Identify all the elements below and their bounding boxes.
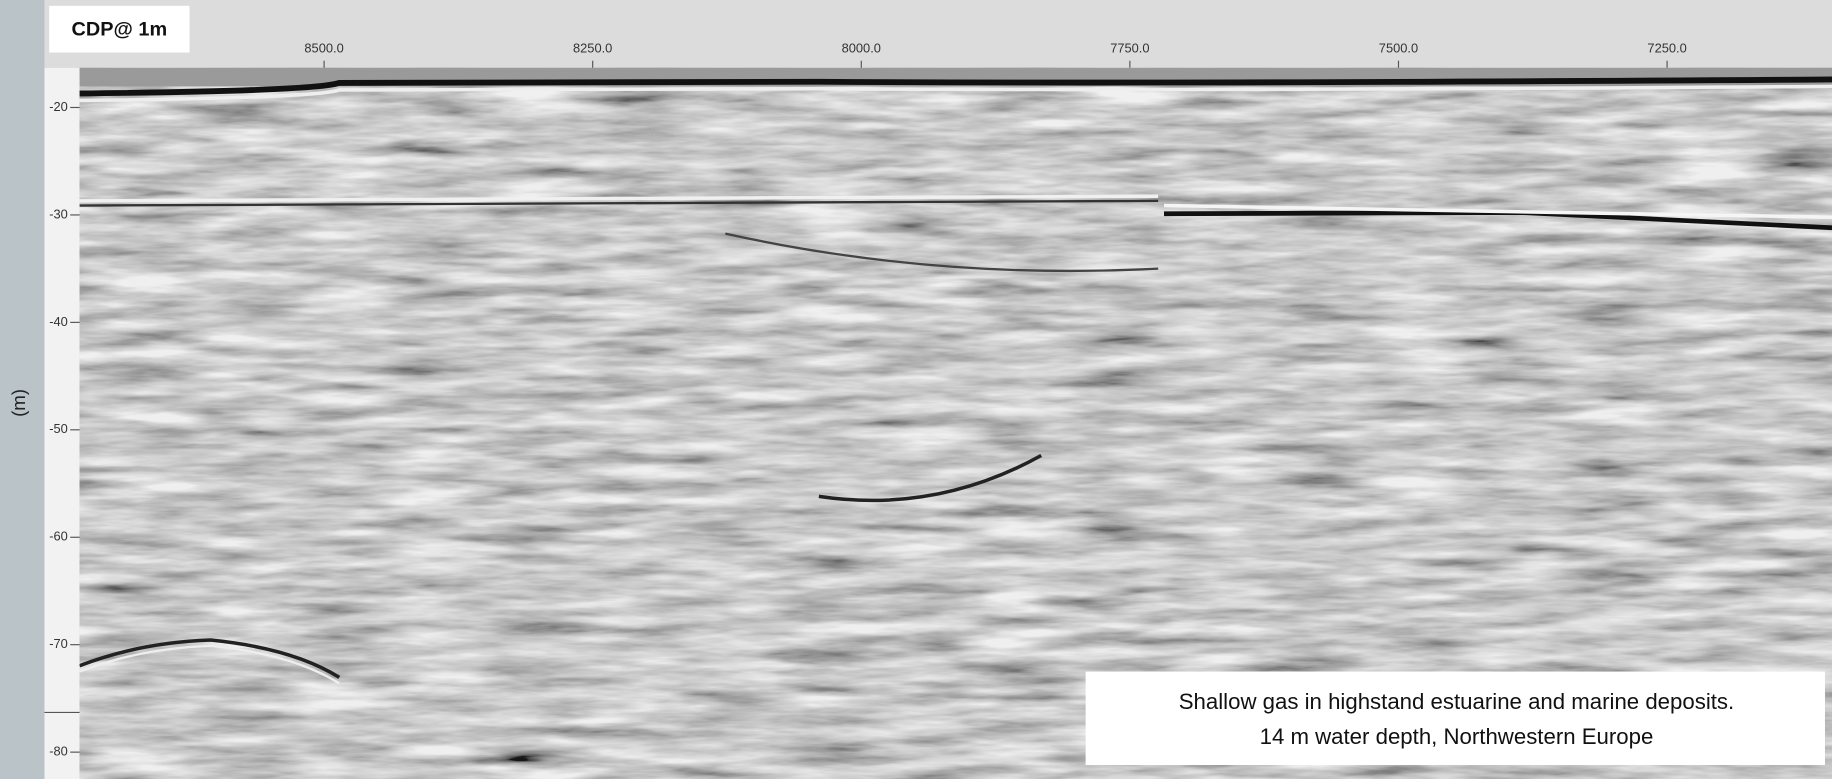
- x-tick-label: 7750.0: [1110, 40, 1149, 55]
- y-tick-label: -60: [49, 529, 68, 544]
- x-tick-label: 8000.0: [842, 40, 881, 55]
- x-tick-label: 8250.0: [573, 40, 612, 55]
- x-tick-label: 8500.0: [304, 40, 343, 55]
- x-tick-label: 7500.0: [1379, 40, 1418, 55]
- y-tick-label: -40: [49, 314, 68, 329]
- caption-line: 14 m water depth, Northwestern Europe: [1260, 724, 1654, 749]
- x-tick-label: 7250.0: [1647, 40, 1686, 55]
- caption-box: [1086, 672, 1825, 765]
- y-tick-label: -20: [49, 99, 68, 114]
- y-tick-label: -30: [49, 206, 68, 221]
- cdp-label: CDP@ 1m: [72, 19, 168, 41]
- page: {"header": {"label": "CDP@ 1m"}, "axes":…: [0, 0, 1832, 779]
- y-tick-label: -80: [49, 744, 68, 759]
- seismic-view: CDP@ 1m (m) Shallow gas in highstand est…: [0, 0, 1832, 779]
- y-tick-label: -50: [49, 421, 68, 436]
- y-axis-label: (m): [8, 389, 29, 417]
- y-tick-label: -70: [49, 636, 68, 651]
- top-bar: [44, 0, 1832, 68]
- caption-line: Shallow gas in highstand estuarine and m…: [1179, 689, 1735, 714]
